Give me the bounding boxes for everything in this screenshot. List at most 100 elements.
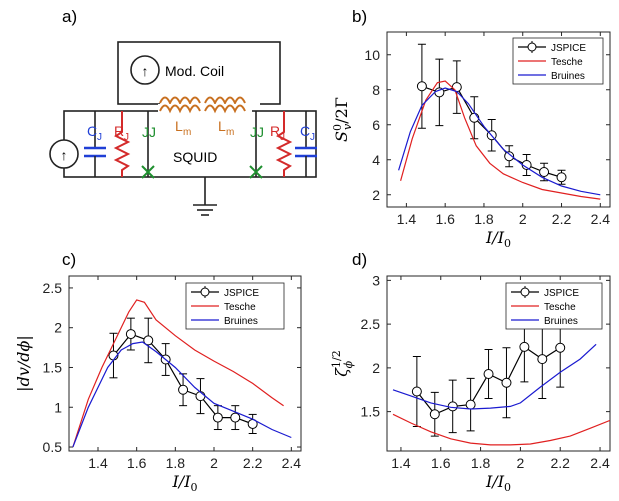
data-point-marker <box>416 81 427 92</box>
bias-source-arrow-icon: ↑ <box>61 147 68 163</box>
x-tick-label: 2 <box>517 455 525 471</box>
data-point-marker <box>230 412 241 423</box>
data-point-marker <box>483 369 494 379</box>
panel-label-a: a) <box>62 7 77 26</box>
x-tick-label: 2.2 <box>552 211 572 227</box>
series-group <box>72 299 292 448</box>
mod-coil-label: Mod. Coil <box>165 63 224 79</box>
legend-marker <box>200 287 210 297</box>
legend-label-bruines: Bruines <box>544 316 578 327</box>
y-label-sub: ϕ <box>342 360 355 368</box>
x-axis-label: I/I0 <box>485 228 511 250</box>
y-label-sup: 0 <box>331 124 344 131</box>
legend-marker <box>520 287 530 297</box>
x-tick-label: 1.8 <box>474 211 494 227</box>
panel-label-c: c) <box>62 250 76 269</box>
data-point-marker <box>519 341 530 352</box>
x-axis-label-sub: 0 <box>504 481 511 494</box>
y-tick-label: 2 <box>372 360 380 376</box>
rj-left-sub: J <box>124 132 129 143</box>
cj-right-sub: J <box>310 132 315 143</box>
y-tick-label: 1.5 <box>361 404 381 420</box>
y-tick-label: 2 <box>372 187 380 203</box>
series-line-tesche <box>72 299 284 448</box>
cj-right-label: C <box>300 123 310 139</box>
data-point-marker <box>537 354 548 365</box>
lm-right-sub: m <box>226 127 234 138</box>
y-axis-label: ζ1/2ϕ <box>330 350 355 376</box>
data-point-marker <box>125 329 136 340</box>
x-axis-label: I/I0 <box>171 472 197 494</box>
x-tick-label: 2 <box>210 455 218 471</box>
x-tick-label: 1.6 <box>127 455 147 471</box>
chart-panel-d: d) 1.4 1.6 1.8 2 2.2 2.4 1.5 2 2.5 3 I/I0 ζ1/2ϕ JSPIC… <box>330 250 611 494</box>
legend-label-tesche: Tesche <box>544 302 576 313</box>
rj-right-sub: J <box>280 132 285 143</box>
y-tick-label: 1 <box>54 399 62 415</box>
y-tick-label: 0.5 <box>43 439 63 455</box>
plot-frame <box>386 31 611 208</box>
x-tick-label: 2.4 <box>591 211 611 227</box>
data-point-marker <box>212 412 223 423</box>
legend-label-tesche: Tesche <box>551 57 583 68</box>
y-label-mid: /d <box>14 351 33 369</box>
resistor-right-icon <box>275 111 293 177</box>
x-axis-label-sub: 0 <box>504 237 511 250</box>
chart-panel-b: b) 1.4 1.6 1.8 2 2.2 2.4 2 4 6 8 10 I/I0 S0v/2Γ JSPICE… <box>331 7 611 250</box>
y-label-rest: /2Γ <box>332 97 351 124</box>
cj-left-label: C <box>87 123 97 139</box>
rj-right-label: R <box>270 123 280 139</box>
data-point-marker <box>178 384 189 395</box>
y-axis-label: S0v/2Γ <box>331 97 354 142</box>
lm-right-label: L <box>218 118 226 134</box>
squid-inductor-right <box>204 104 246 114</box>
y-label-sup: 1/2 <box>330 350 343 368</box>
circuit-diagram: a) ↑ Mod. Coil ↑ C J R J JJ <box>49 7 317 216</box>
x-axis-label-sub: 0 <box>191 481 198 494</box>
data-point-marker <box>447 401 458 412</box>
mod-coil-current-source <box>130 55 160 85</box>
x-tick-label: 1.8 <box>166 455 186 471</box>
x-tick-label: 1.8 <box>471 455 491 471</box>
data-point-marker <box>504 151 515 162</box>
y-tick-label: 2.5 <box>361 316 381 332</box>
x-tick-label: 1.6 <box>431 455 451 471</box>
x-tick-label: 2.4 <box>282 455 302 471</box>
mod-coil-source-arrow-icon: ↑ <box>142 63 149 79</box>
legend-label-jspice: JSPICE <box>544 288 579 299</box>
x-tick-label: 1.6 <box>435 211 455 227</box>
resistor-left-icon <box>113 111 131 177</box>
y-tick-label: 1.5 <box>43 359 63 375</box>
bias-current-source <box>49 139 79 169</box>
mod-coil-inductor-left <box>159 96 201 106</box>
y-tick-label: 6 <box>372 117 380 133</box>
lm-left-sub: m <box>183 127 191 138</box>
panel-label-b: b) <box>352 7 367 26</box>
x-tick-label: 2.4 <box>590 455 610 471</box>
y-label-phi: ϕ <box>14 340 33 351</box>
data-point-marker <box>539 167 550 177</box>
jj-right-label: JJ <box>250 124 264 140</box>
y-tick-label: 4 <box>372 152 380 168</box>
mod-coil-inductor-right <box>204 96 246 106</box>
y-tick-label: 2 <box>54 320 62 336</box>
y-tick-label: 10 <box>364 47 380 63</box>
legend-label-jspice: JSPICE <box>551 43 586 54</box>
series-line-bruines <box>72 341 292 448</box>
data-point-marker <box>411 386 422 397</box>
series-group <box>398 43 601 200</box>
squid-label: SQUID <box>173 149 217 165</box>
series-line-tesche <box>392 413 610 446</box>
data-point-marker <box>465 399 476 410</box>
series-line-bruines <box>392 343 597 410</box>
x-tick-label: 1.4 <box>88 455 108 471</box>
plot-frame <box>386 275 611 452</box>
cj-left-sub: J <box>97 132 102 143</box>
legend-label-bruines: Bruines <box>224 316 258 327</box>
panel-label-d: d) <box>352 250 367 269</box>
series-group <box>392 307 610 446</box>
series-line-tesche <box>400 80 601 200</box>
data-point-marker <box>143 335 154 346</box>
legend-marker <box>527 42 537 52</box>
